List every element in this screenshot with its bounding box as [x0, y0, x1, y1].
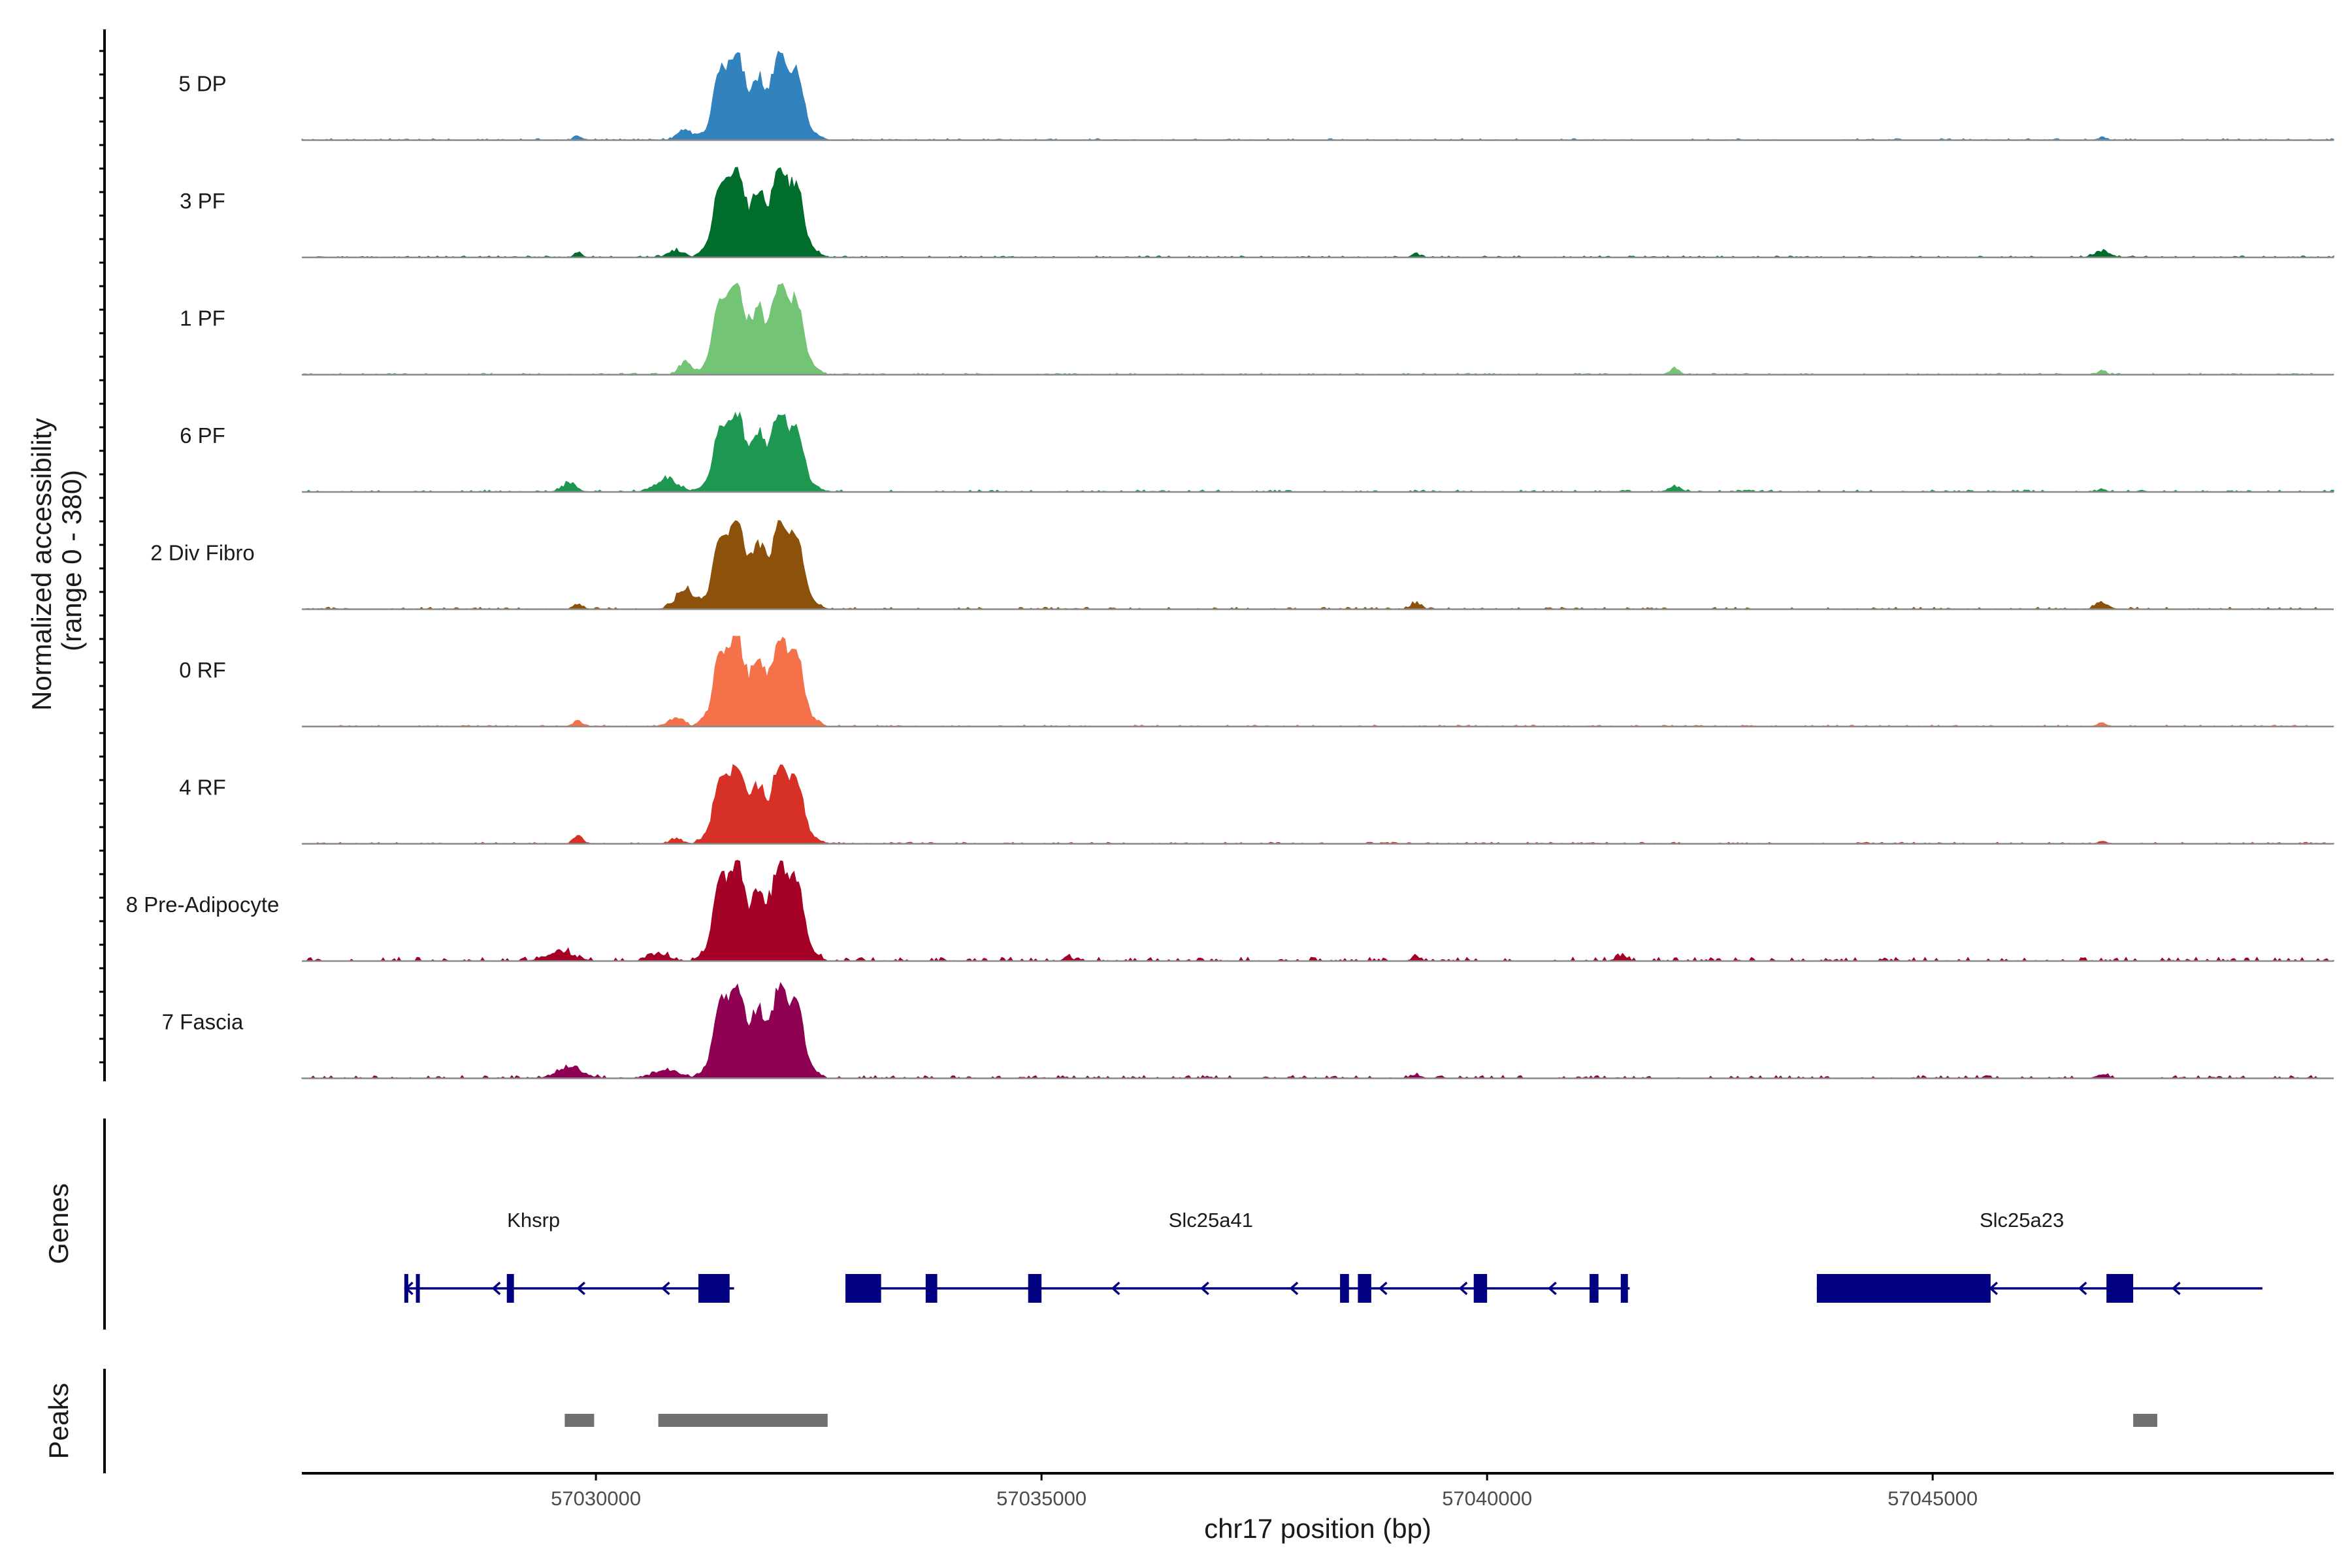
coverage-tracks: 5 DP 3 PF 1 PF 6 PF 2 Div Fibro 0 RF 4 RF 8 Pre… — [126, 50, 2334, 1079]
exon — [925, 1274, 938, 1303]
exon — [2106, 1274, 2134, 1303]
gene-name-label: Slc25a23 — [1980, 1209, 2064, 1232]
coverage-area — [302, 520, 2334, 610]
strand-arrow — [1200, 1281, 1209, 1296]
x-tick-label: 57045000 — [1887, 1487, 1978, 1510]
strand-arrow — [1458, 1281, 1468, 1296]
track-3-pf: 3 PF — [180, 167, 2334, 259]
genes-track-title: Genes — [43, 1183, 74, 1264]
track-1-pf: 1 PF — [180, 282, 2334, 376]
exon — [1028, 1274, 1042, 1303]
peaks-track-title: Peaks — [43, 1383, 74, 1460]
peak-region — [658, 1414, 828, 1427]
gene-annotations: Khsrp Slc25a41 Slc25a23 — [404, 1209, 2262, 1303]
exon — [506, 1274, 514, 1303]
track-4-rf: 4 RF — [179, 764, 2334, 845]
track-5-dp: 5 DP — [178, 50, 2334, 141]
coverage-area — [302, 635, 2334, 727]
coverage-area — [302, 411, 2334, 493]
coverage-area — [302, 764, 2334, 845]
strand-arrow — [2078, 1281, 2087, 1296]
track-label: 2 Div Fibro — [150, 541, 255, 565]
y-axis-title-line1: Normalized accessibility — [26, 418, 57, 711]
strand-arrow — [404, 1281, 414, 1296]
x-tick-label: 57040000 — [1442, 1487, 1532, 1510]
strand-arrow — [1111, 1281, 1120, 1296]
coverage-area — [301, 282, 2334, 376]
exon — [416, 1274, 420, 1303]
track-0-rf: 0 RF — [179, 635, 2334, 728]
peak-region — [2133, 1414, 2157, 1427]
track-label: 7 Fascia — [162, 1010, 244, 1034]
track-2-div-fibro: 2 Div Fibro — [150, 520, 2334, 610]
exon — [1358, 1274, 1371, 1303]
exon — [1473, 1274, 1488, 1303]
track-6-pf: 6 PF — [180, 411, 2334, 493]
track-8-pre-adipocyte: 8 Pre-Adipocyte — [126, 860, 2334, 962]
x-tick-label: 57030000 — [551, 1487, 641, 1510]
y-axis-title: Normalized accessibility (range 0 - 380) — [26, 410, 87, 711]
strand-arrow — [2171, 1281, 2181, 1296]
gene-khsrp: Khsrp — [404, 1209, 734, 1303]
strand-arrow — [1989, 1281, 1999, 1296]
exon — [845, 1274, 881, 1303]
gene-name-label: Slc25a41 — [1169, 1209, 1253, 1232]
coverage-area — [301, 50, 2334, 141]
track-label: 8 Pre-Adipocyte — [126, 892, 280, 917]
gene-name-label: Khsrp — [507, 1209, 560, 1232]
track-label: 4 RF — [179, 776, 226, 800]
exon — [1816, 1274, 1991, 1303]
x-tick-label: 57035000 — [996, 1487, 1086, 1510]
peak-region — [564, 1414, 595, 1427]
strand-arrow — [1378, 1281, 1388, 1296]
exon — [1620, 1274, 1628, 1303]
coverage-area — [302, 167, 2334, 258]
coverage-area — [301, 982, 2334, 1079]
gene-slc25a23: Slc25a23 — [1816, 1209, 2262, 1303]
y-axis-title-line2: (range 0 - 380) — [56, 470, 87, 651]
strand-arrow — [491, 1281, 501, 1296]
exon — [1340, 1274, 1349, 1303]
track-label: 6 PF — [180, 423, 225, 448]
coverage-area — [302, 860, 2334, 962]
y-axis-ticks — [99, 50, 105, 1064]
strand-arrow — [1548, 1281, 1557, 1296]
peak-regions — [564, 1414, 2157, 1427]
x-axis-title: chr17 position (bp) — [1204, 1513, 1431, 1544]
track-label: 1 PF — [180, 306, 225, 331]
strand-arrow — [661, 1281, 670, 1296]
track-label: 0 RF — [179, 658, 226, 682]
track-7-fascia: 7 Fascia — [162, 982, 2334, 1079]
x-axis-ticks: 57030000 57035000 57040000 57045000 — [551, 1473, 1978, 1510]
strand-arrow — [576, 1281, 586, 1296]
track-label: 3 PF — [180, 189, 225, 213]
exon — [698, 1274, 730, 1303]
gene-slc25a41: Slc25a41 — [845, 1209, 1630, 1303]
exon — [1590, 1274, 1599, 1303]
track-label: 5 DP — [178, 72, 226, 96]
strand-arrow — [1289, 1281, 1299, 1296]
